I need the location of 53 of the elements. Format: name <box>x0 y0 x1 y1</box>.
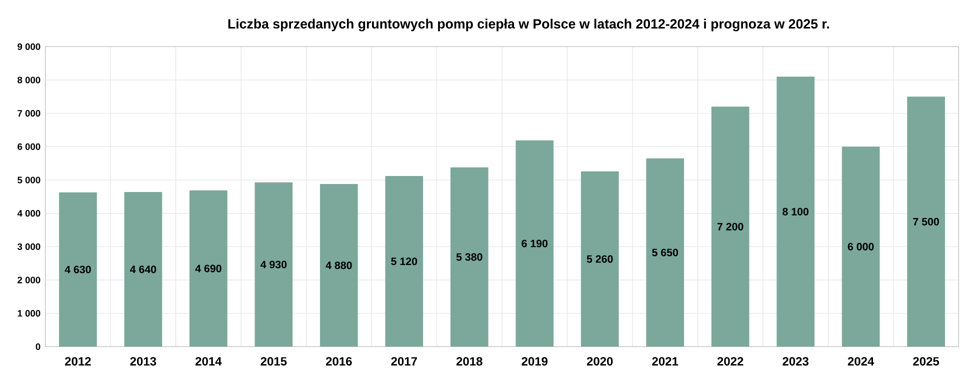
y-tick-label: 0 <box>36 344 40 350</box>
data-label: 4 930 <box>260 260 287 268</box>
y-tick-label: 7 000 <box>18 110 40 117</box>
bar <box>516 140 554 347</box>
bar <box>907 96 945 347</box>
y-tick-label: 9 000 <box>18 44 40 50</box>
x-tick-label: 2022 <box>717 357 744 366</box>
x-tick-label: 2014 <box>196 357 222 366</box>
data-label: 5 120 <box>391 258 418 266</box>
bar <box>385 176 424 347</box>
y-tick-label: 1 000 <box>18 310 40 317</box>
x-tick-label: 2016 <box>326 357 352 366</box>
data-label: 4 630 <box>64 266 91 274</box>
y-tick-label: 5 000 <box>18 176 40 184</box>
y-tick-label: 8 000 <box>18 76 40 84</box>
x-tick-label: 2025 <box>913 357 940 366</box>
x-tick-label: 2023 <box>782 357 808 366</box>
bar <box>190 190 228 347</box>
bar <box>59 192 97 347</box>
x-tick-label: 2012 <box>65 357 91 366</box>
bar <box>580 171 619 347</box>
y-tick-label: 6 000 <box>18 144 40 150</box>
x-tick-label: 2024 <box>848 357 874 366</box>
data-label: 4 690 <box>195 264 222 272</box>
data-label: 8 100 <box>782 208 808 216</box>
x-tick-label: 2021 <box>652 357 678 366</box>
data-label: 5 650 <box>652 248 678 256</box>
y-tick-label: 4 000 <box>17 210 40 217</box>
bar <box>450 167 488 347</box>
bar <box>320 184 358 347</box>
bar <box>776 76 815 347</box>
data-label: 7 200 <box>717 223 744 231</box>
data-label: 7 500 <box>913 218 939 226</box>
x-tick-label: 2015 <box>260 357 287 366</box>
bar <box>842 146 880 347</box>
x-tick-label: 2013 <box>130 357 156 366</box>
data-label: 5 260 <box>586 255 613 263</box>
bar <box>124 192 162 347</box>
y-tick-label: 3 000 <box>17 244 40 250</box>
data-label: 4 640 <box>130 266 156 274</box>
bar <box>254 182 293 347</box>
data-label: 4 880 <box>326 262 352 270</box>
data-label: 5 380 <box>456 253 482 261</box>
bar <box>711 106 750 347</box>
y-tick-label: 2 000 <box>18 276 40 284</box>
data-label: 6 000 <box>848 243 874 251</box>
x-tick-label: 2020 <box>586 357 613 366</box>
data-label: 6 190 <box>522 240 548 248</box>
x-tick-label: 2017 <box>391 357 417 366</box>
chart-title: Liczba sprzedanych gruntowych pomp ciepła w Polsce w latach 2012-2024 i prognoza w 2025 r. <box>228 18 829 32</box>
x-tick-label: 2019 <box>522 357 548 366</box>
x-tick-label: 2018 <box>456 357 482 366</box>
bar <box>646 158 684 347</box>
